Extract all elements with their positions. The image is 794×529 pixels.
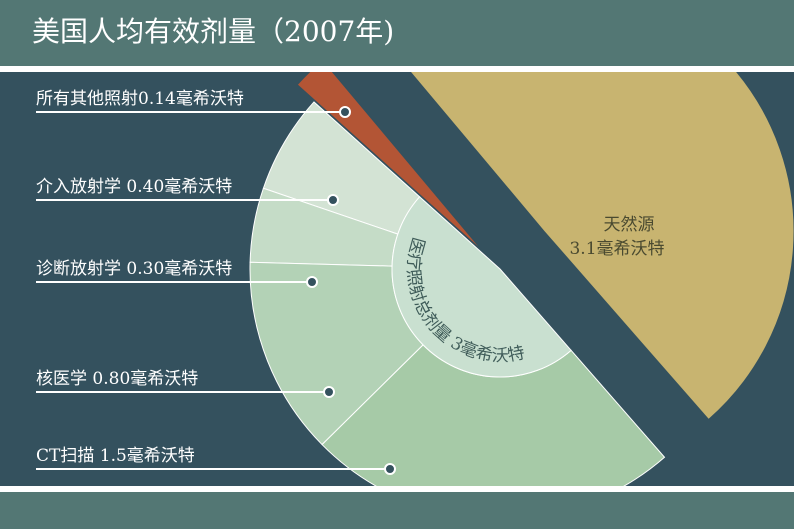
label-other-exposure: 所有其他照射0.14毫希沃特	[36, 89, 244, 109]
label-interventional-radiology: 介入放射学 0.40毫希沃特	[36, 177, 232, 197]
title-bar	[0, 0, 794, 66]
inner-ring-medical-total	[391, 196, 572, 378]
bottom-bar	[0, 492, 794, 529]
label-nuclear-medicine: 核医学 0.80毫希沃特	[36, 369, 198, 389]
slice-label-natural-value: 3.1毫希沃特	[569, 239, 664, 259]
label-ct-scan: CT扫描 1.5毫希沃特	[36, 446, 195, 466]
label-diagnostic-radiology: 诊断放射学 0.30毫希沃特	[36, 259, 232, 279]
slice-natural	[409, 72, 794, 421]
leader-nuclear: 核医学 0.80毫希沃特	[36, 369, 335, 398]
leader-ct: CT扫描 1.5毫希沃特	[36, 446, 396, 475]
slice-label-natural-name: 天然源	[604, 215, 655, 235]
leader-interventional: 介入放射学 0.40毫希沃特	[36, 177, 339, 206]
leader-diagnostic: 诊断放射学 0.30毫希沃特	[36, 259, 318, 288]
pie-chart: 天然源 3.1毫希沃特 医疗照射总剂量 3毫希沃特 所有其他照射0.14毫希沃特…	[36, 72, 794, 486]
leader-other: 所有其他照射0.14毫希沃特	[36, 89, 351, 118]
page-title: 美国人均有效剂量（2007年)	[32, 15, 395, 48]
